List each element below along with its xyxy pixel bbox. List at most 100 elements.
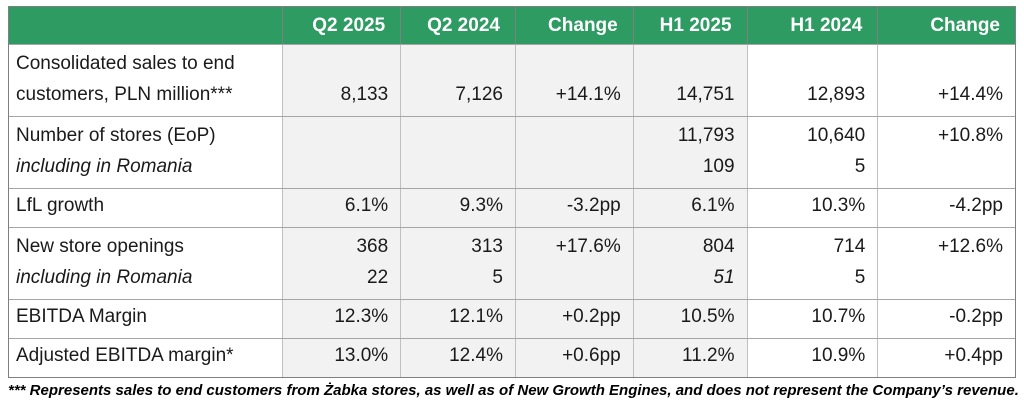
cell-line (878, 151, 1003, 182)
cell-line (283, 120, 388, 151)
cell-line: 714 (833, 236, 866, 257)
value-cell: 12.3% (282, 300, 401, 338)
value-cell: 8,133 (282, 45, 401, 116)
cell-line (283, 151, 388, 182)
row-label: Consolidated sales to end customers, PLN … (9, 45, 282, 116)
cell-line: EBITDA Margin (16, 306, 147, 327)
cell-line (516, 262, 621, 293)
value-cell: 12.1% (400, 300, 515, 338)
value-cell: 12,893 (746, 45, 878, 116)
value-cell: +0.2pp (514, 300, 633, 338)
value-cell: 12.4% (400, 339, 515, 377)
cell-line: 10.5% (680, 306, 735, 327)
cell-line: 7,126 (455, 84, 503, 105)
cell-line: including in Romania (16, 156, 193, 177)
value-cell: -3.2pp (514, 189, 633, 227)
cell-line: customers, PLN million*** (16, 84, 233, 105)
cell-line: 12.3% (334, 306, 389, 327)
row-label: EBITDA Margin (9, 300, 282, 338)
cell-line: 804 (702, 236, 735, 257)
cell-line: Adjusted EBITDA margin* (16, 345, 234, 366)
cell-line: 14,751 (676, 84, 735, 105)
cell-line: 6.1% (691, 195, 735, 216)
cell-line: 12.4% (449, 345, 503, 366)
row-adjusted-ebitda-margin: Adjusted EBITDA margin* 13.0% 12.4% +0.6pp 1… (9, 338, 1015, 377)
cell-line: +10.8% (938, 125, 1003, 146)
cell-line: Consolidated sales to end (16, 53, 235, 74)
column-header-change-6: Change (877, 7, 1015, 44)
value-cell: +0.4pp (877, 339, 1015, 377)
value-cell: +14.4% (877, 45, 1015, 116)
row-label: LfL growth (9, 189, 282, 227)
value-cell: 13.0% (282, 339, 401, 377)
cell-line (401, 48, 503, 79)
cell-line: 51 (713, 267, 735, 288)
cell-line (516, 48, 621, 79)
cell-line: Number of stores (EoP) (16, 125, 216, 146)
value-cell: 10.3% (746, 189, 878, 227)
value-cell: 11.2% (632, 339, 747, 377)
value-cell (514, 117, 633, 188)
value-cell: 10.7% (746, 300, 878, 338)
column-header-change-3: Change (514, 7, 633, 44)
value-cell: +12.6% (877, 228, 1015, 299)
cell-line: LfL growth (16, 195, 105, 216)
column-header-q2-2025-1: Q2 2025 (282, 7, 400, 44)
row-label: Adjusted EBITDA margin* (9, 339, 282, 377)
value-cell: 368 22 (282, 228, 401, 299)
cell-line: 313 (471, 236, 503, 257)
cell-line: 12,893 (807, 84, 866, 105)
cell-line (516, 120, 621, 151)
cell-line: 12.1% (449, 306, 503, 327)
cell-line: 10.3% (811, 195, 866, 216)
cell-line: 109 (702, 156, 735, 177)
cell-line: 368 (356, 236, 389, 257)
cell-line: 10,640 (807, 125, 866, 146)
footnote-text: *** Represents sales to end customers fr… (8, 382, 1019, 399)
row-ebitda-margin: EBITDA Margin 12.3% 12.1% +0.2pp 10.5% 10.7% -… (9, 299, 1015, 338)
cell-line: 11,793 (677, 125, 735, 146)
cell-line (878, 262, 1003, 293)
column-header-blank (9, 7, 282, 44)
header-row: Q2 2025 Q2 2024 Change H1 2025 H1 2024 Change (9, 7, 1015, 44)
row-new-store-openings: New store openings including in Romania 36… (9, 227, 1015, 299)
row-number-of-stores: Number of stores (EoP) including in Roman… (9, 116, 1015, 188)
value-cell: 804 51 (632, 228, 747, 299)
cell-line: +12.6% (938, 236, 1003, 257)
row-label: New store openings including in Romania (9, 228, 282, 299)
cell-line: +14.1% (555, 84, 621, 105)
value-cell: +17.6% (514, 228, 633, 299)
cell-line: +17.6% (555, 236, 621, 257)
value-cell: 10.5% (632, 300, 747, 338)
value-cell: 14,751 (632, 45, 747, 116)
cell-line (283, 48, 388, 79)
value-cell (400, 117, 515, 188)
value-cell: -4.2pp (877, 189, 1015, 227)
cell-line: 5 (854, 267, 866, 288)
cell-line (401, 120, 503, 151)
cell-line: 5 (492, 267, 503, 288)
cell-line: including in Romania (16, 267, 193, 288)
cell-line: 6.1% (344, 195, 389, 216)
cell-line: 5 (854, 156, 866, 177)
cell-line (634, 48, 735, 79)
cell-line: +0.6pp (562, 345, 621, 366)
row-label: Number of stores (EoP) including in Roman… (9, 117, 282, 188)
cell-line: -4.2pp (949, 195, 1003, 216)
cell-line: +0.2pp (562, 306, 621, 327)
cell-line: -0.2pp (949, 306, 1003, 327)
column-header-h1-2025-4: H1 2025 (632, 7, 747, 44)
value-cell: 714 5 (746, 228, 878, 299)
cell-line: 13.0% (334, 345, 389, 366)
value-cell (282, 117, 401, 188)
cell-line: 9.3% (459, 195, 503, 216)
value-cell: +14.1% (514, 45, 633, 116)
table-body: Consolidated sales to end customers, PLN … (9, 44, 1015, 377)
column-header-h1-2024-5: H1 2024 (746, 7, 878, 44)
row-consolidated-sales: Consolidated sales to end customers, PLN … (9, 44, 1015, 116)
row-lfl-growth: LfL growth 6.1% 9.3% -3.2pp 6.1% 10.3% -4.2pp (9, 188, 1015, 227)
cell-line: 11.2% (682, 345, 735, 366)
cell-line: +0.4pp (944, 345, 1003, 366)
value-cell: 9.3% (400, 189, 515, 227)
value-cell: 6.1% (632, 189, 747, 227)
